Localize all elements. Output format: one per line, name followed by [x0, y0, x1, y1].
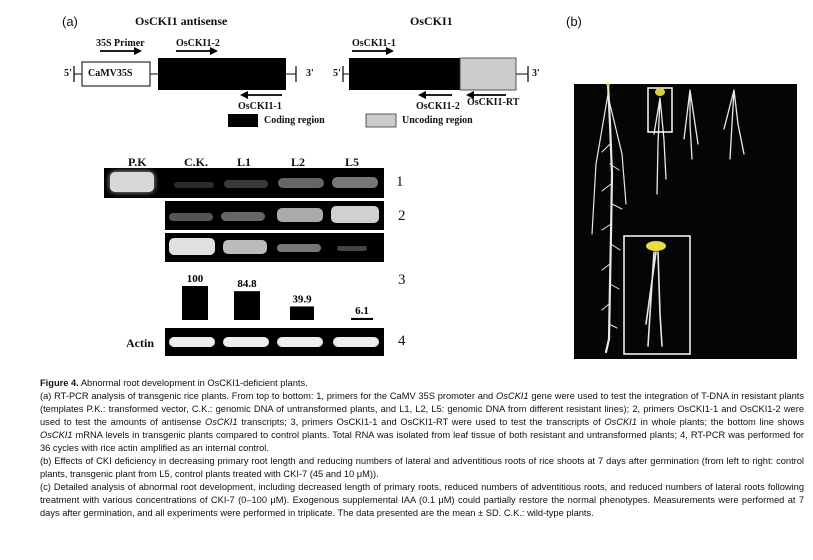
- caption-a-italic: OsCKI1: [40, 430, 73, 440]
- gel-row-3: [165, 233, 384, 262]
- title-prefix: Os: [410, 14, 425, 28]
- caption-a-italic: OsCKI1: [495, 391, 529, 401]
- bar-l1: [234, 291, 260, 320]
- caption-part-c: (c) Detailed analysis of abnormal root d…: [40, 482, 804, 518]
- caption-a-text: (a) RT-PCR analysis of transgenic rice p…: [40, 391, 496, 401]
- band: [331, 206, 379, 223]
- bar-value-label: 6.1: [355, 305, 369, 317]
- panel-b-label: (b): [566, 14, 582, 29]
- antisense-construct-title: OsCKI1 antisense: [135, 14, 227, 29]
- bar-value-label: 39.9: [292, 293, 312, 305]
- legend-uncoding-swatch: [365, 113, 397, 128]
- expression-bar-chart: 100 84.8 39.9 6.1: [182, 273, 373, 320]
- gel-header-l2: L2: [291, 155, 306, 169]
- title-rest: CKI1: [424, 14, 453, 28]
- band: [333, 337, 379, 347]
- band: [277, 337, 323, 347]
- bar-l5: [351, 317, 373, 320]
- band: [223, 337, 269, 347]
- band: [221, 212, 265, 221]
- gel-row-1: [104, 168, 384, 198]
- root-phenotype-photo: [574, 72, 797, 359]
- uncoding-region-sense: [459, 57, 517, 91]
- sense-construct-title: OsCKI1: [410, 14, 453, 29]
- figure-caption: Figure 4. Abnormal root development in O…: [40, 377, 804, 520]
- root-photo-illustration: [591, 72, 745, 355]
- gel-row-label-1: 1: [396, 174, 404, 190]
- legend-uncoding-label: Uncoding region: [402, 115, 473, 126]
- caption-title-bold: Figure 4.: [40, 378, 79, 388]
- title-prefix: Os: [135, 14, 150, 28]
- caption-a-text: mRNA levels in transgenic plants compare…: [40, 430, 804, 453]
- caption-a-text: in whole plants; the bottom line shows: [636, 417, 804, 427]
- caption-part-b: (b) Effects of CKI deficiency in decreas…: [40, 456, 804, 479]
- sense-primer-oscki1-2-label: OsCKI1-2: [416, 101, 460, 112]
- gel-row-2: [165, 201, 384, 230]
- gel-header-ck: C.K.: [184, 155, 208, 169]
- bar-ck: [182, 286, 208, 320]
- caption-title: Figure 4. Abnormal root development in O…: [40, 377, 804, 390]
- actin-label: Actin: [126, 336, 154, 350]
- caption-a-italic: OsCKI1: [205, 417, 238, 427]
- caption-a-italic: OsCKI1: [604, 417, 637, 427]
- panel-a-label: (a): [62, 14, 78, 29]
- caption-title-rest: Abnormal root development in OsCKI1-defi…: [78, 378, 308, 388]
- legend-coding-swatch: [228, 114, 258, 127]
- band: [169, 213, 213, 221]
- gel-row-label-3: 3: [398, 272, 406, 288]
- coding-region-antisense: [158, 58, 286, 90]
- primer-35s-label: 35S Primer: [96, 38, 145, 49]
- caption-a-text: transcripts; 3, primers OsCKI1-1 and OsC…: [237, 417, 605, 427]
- antisense-three-prime: 3': [306, 68, 314, 79]
- band: [223, 240, 267, 254]
- caption-a-text: gene were used to test the integration o…: [40, 391, 804, 427]
- construct-diagram: [73, 47, 529, 128]
- band: [337, 246, 367, 251]
- gel-row-label-4: 4: [398, 333, 406, 349]
- coding-region-sense: [349, 58, 460, 90]
- sense-construct: [342, 47, 529, 99]
- primer-oscki1-2-label: OsCKI1-2: [176, 38, 220, 49]
- sense-primer-oscki1-rt-label: OsCKI1-RT: [467, 97, 520, 108]
- caption-part-a: (a) RT-PCR analysis of transgenic rice p…: [40, 390, 804, 455]
- gel-row-4-actin: [165, 328, 384, 356]
- sense-five-prime: 5': [333, 68, 341, 79]
- bar-value-label: 100: [187, 273, 204, 285]
- band: [332, 177, 378, 188]
- sense-primer-oscki1-1-label: OsCKI1-1: [352, 38, 396, 49]
- gel-row-label-2: 2: [398, 208, 406, 224]
- bar-l2: [290, 306, 314, 320]
- band: [277, 208, 323, 222]
- gel-header-l1: L1: [237, 155, 252, 169]
- bar-value-label: 84.8: [237, 278, 257, 290]
- band: [169, 238, 215, 255]
- gel-header-pk: P.K: [128, 155, 147, 169]
- title-rest: CKI1 antisense: [149, 14, 228, 28]
- primer-oscki1-1-label: OsCKI1-1: [238, 101, 282, 112]
- band: [277, 244, 321, 252]
- band: [169, 337, 215, 347]
- camv35s-box: [81, 61, 151, 87]
- sense-three-prime: 3': [532, 68, 540, 79]
- band: [278, 178, 324, 188]
- antisense-construct: [73, 47, 297, 99]
- band: [110, 172, 154, 192]
- legend-coding-label: Coding region: [264, 115, 325, 126]
- band: [224, 180, 268, 188]
- gel-header-l5: L5: [345, 155, 360, 169]
- camv35s-label: CaMV35S: [88, 68, 133, 79]
- antisense-five-prime: 5': [64, 68, 72, 79]
- band: [174, 182, 214, 188]
